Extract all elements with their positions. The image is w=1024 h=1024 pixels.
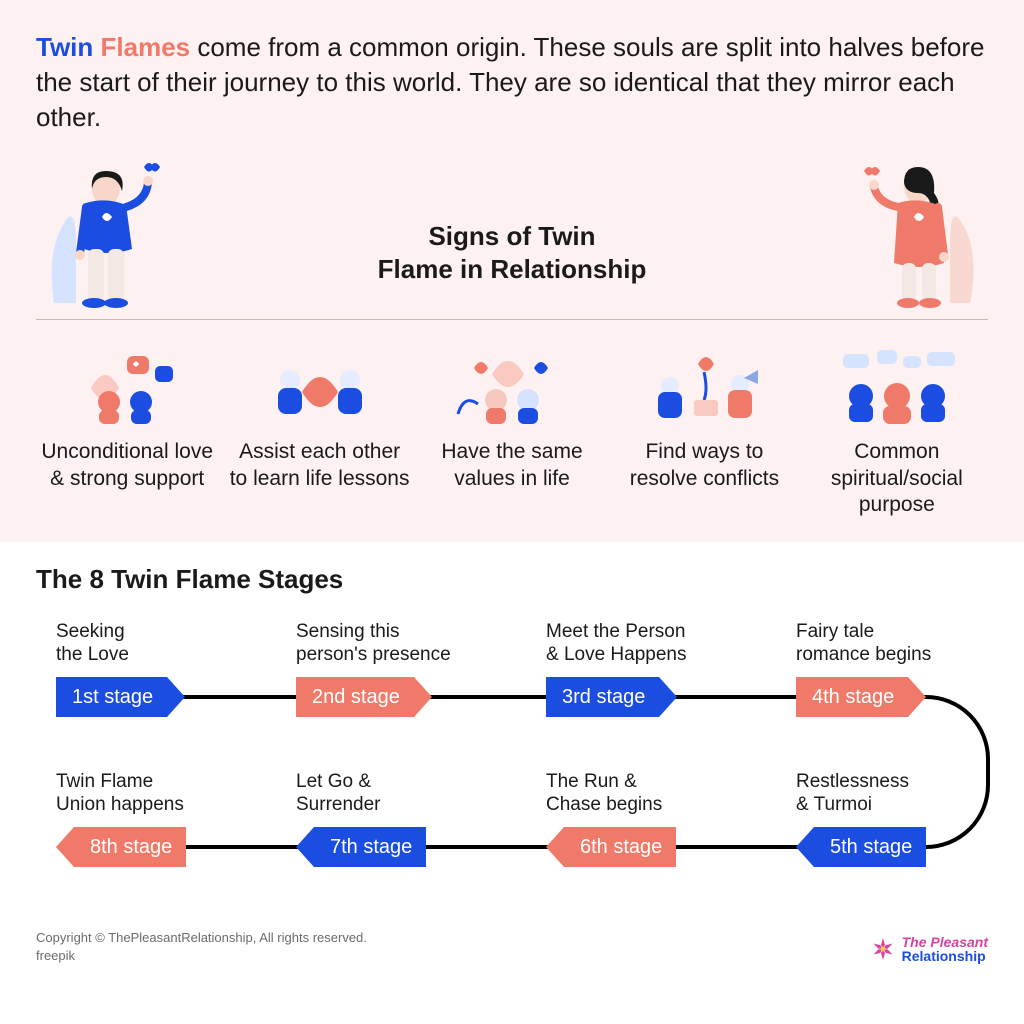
sign-icon-same-values [452,344,572,424]
stage-tag: 7th stage [314,827,426,867]
hero-row: Signs of Twin Flame in Relationship [36,153,988,320]
stage-desc: Restlessness& Turmoi [796,771,996,817]
stage-tag: 4th stage [796,677,908,717]
sign-label: Assist each other to learn life lessons [228,439,410,492]
intro-word-twin: Twin [36,32,93,62]
footer: Copyright © ThePleasantRelationship, All… [0,911,1024,964]
sign-item: Have the same values in life [421,344,603,518]
top-section: Twin Flames come from a common origin. T… [0,0,1024,542]
stage-tag: 5th stage [814,827,926,867]
stages-diagram: Seekingthe Love 1st stage Sensing thispe… [36,621,988,901]
stage-desc: Meet the Person& Love Happens [546,621,746,667]
stage-desc: Seekingthe Love [56,621,256,667]
sign-item: Find ways to resolve conflicts [613,344,795,518]
person-coral-illustration [848,153,988,313]
hero-title-line2: Flame in Relationship [378,253,647,286]
hero-title: Signs of Twin Flame in Relationship [378,220,647,313]
sign-item: Assist each other to learn life lessons [228,344,410,518]
logo-text: The Pleasant Relationship [902,935,988,964]
stage-desc: Let Go &Surrender [296,771,496,817]
intro-text: Twin Flames come from a common origin. T… [36,30,988,135]
sign-icon-resolve-conflicts [644,344,764,424]
copyright-text: Copyright © ThePleasantRelationship, All… [36,929,367,947]
brand-logo: The Pleasant Relationship [870,935,988,964]
stage-tag: 8th stage [74,827,186,867]
sign-icon-love-support [67,344,187,424]
hero-title-line1: Signs of Twin [378,220,647,253]
sign-item: Common spiritual/social purpose [806,344,988,518]
sign-item: Unconditional love & strong support [36,344,218,518]
stage-tag: 1st stage [56,677,167,717]
stage-desc: Fairy taleromance begins [796,621,996,667]
stages-title: The 8 Twin Flame Stages [36,564,988,595]
signs-row: Unconditional love & strong support Assi… [36,344,988,518]
stage-item: Let Go &Surrender 7th stage [296,771,496,867]
stage-tag: 6th stage [564,827,676,867]
stage-item: Restlessness& Turmoi 5th stage [796,771,996,867]
copyright-block: Copyright © ThePleasantRelationship, All… [36,929,367,964]
sign-label: Common spiritual/social purpose [806,439,988,518]
stage-desc: Sensing thisperson's presence [296,621,496,667]
stage-tag: 2nd stage [296,677,414,717]
credit-text: freepik [36,947,367,965]
stage-item: Seekingthe Love 1st stage [56,621,256,717]
sign-label: Have the same values in life [421,439,603,492]
stage-item: Twin FlameUnion happens 8th stage [56,771,256,867]
sign-icon-common-purpose [837,344,957,424]
logo-line2: Relationship [902,949,988,964]
intro-word-flames: Flames [101,32,191,62]
stage-item: The Run &Chase begins 6th stage [546,771,746,867]
stage-item: Fairy taleromance begins 4th stage [796,621,996,717]
stage-item: Meet the Person& Love Happens 3rd stage [546,621,746,717]
sign-label: Find ways to resolve conflicts [613,439,795,492]
logo-icon [870,936,896,962]
stage-item: Sensing thisperson's presence 2nd stage [296,621,496,717]
logo-line1: The Pleasant [902,935,988,950]
bottom-section: The 8 Twin Flame Stages Seekingthe Love … [0,542,1024,911]
person-blue-illustration [36,153,176,313]
stage-desc: Twin FlameUnion happens [56,771,256,817]
stage-tag: 3rd stage [546,677,659,717]
sign-icon-life-lessons [260,344,380,424]
sign-label: Unconditional love & strong support [36,439,218,492]
stage-desc: The Run &Chase begins [546,771,746,817]
